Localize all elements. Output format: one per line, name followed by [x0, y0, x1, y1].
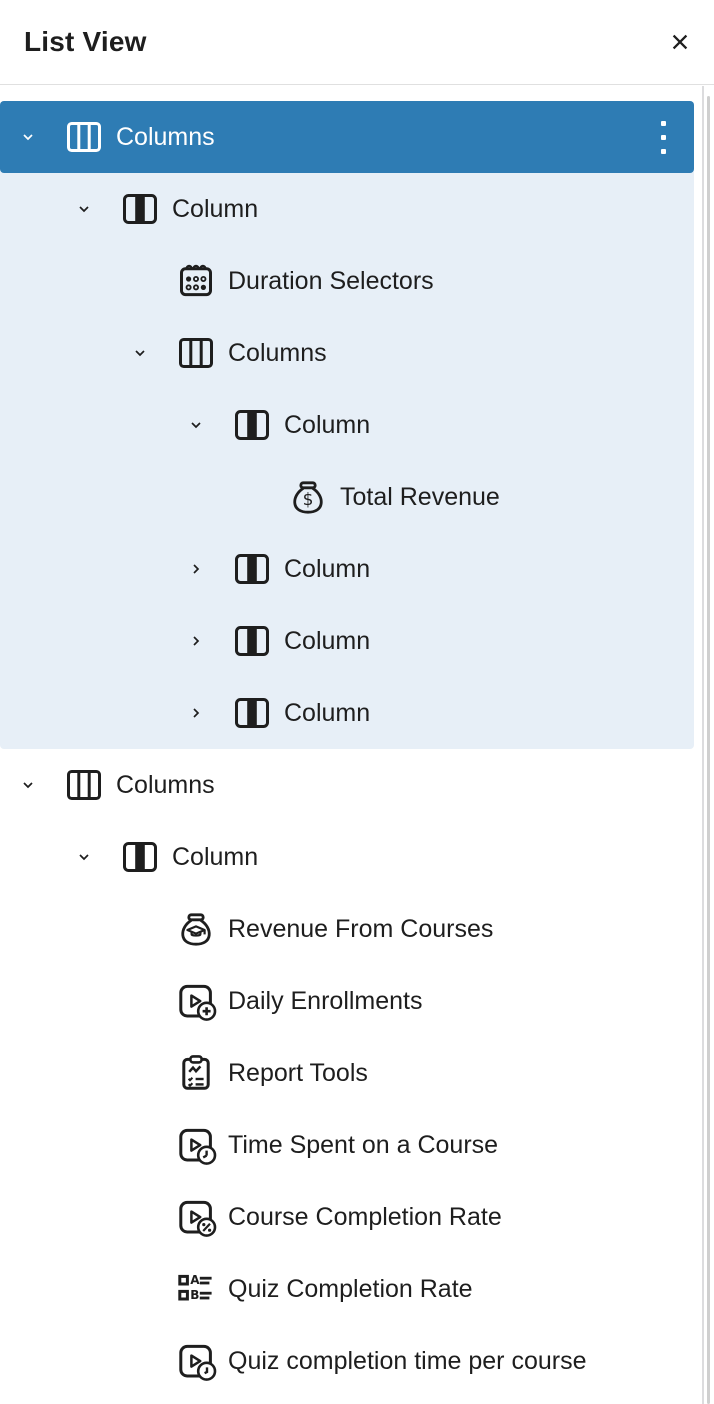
chevron-right-icon[interactable]: [184, 557, 208, 581]
indent-spacer: [128, 917, 152, 941]
column-icon: [116, 185, 164, 233]
block-label: Quiz completion time per course: [228, 1346, 587, 1375]
indent-spacer: [128, 1205, 152, 1229]
video-percent-icon: [172, 1193, 220, 1241]
video-clock-icon: [172, 1121, 220, 1169]
block-label: Total Revenue: [340, 482, 500, 511]
chevron-down-icon[interactable]: [72, 197, 96, 221]
indent-spacer: [128, 269, 152, 293]
list-view-row-duration-selectors[interactable]: Duration Selectors: [0, 245, 694, 317]
chevron-right-icon[interactable]: [184, 701, 208, 725]
list-view-row-columns[interactable]: Columns: [0, 749, 714, 821]
block-label: Column: [284, 554, 371, 583]
close-button[interactable]: [660, 22, 700, 62]
chevron-down-icon[interactable]: [72, 845, 96, 869]
column-icon: [228, 689, 276, 737]
indent-spacer: [240, 485, 264, 509]
list-view-row-daily-enrollments[interactable]: Daily Enrollments: [0, 965, 714, 1037]
chevron-down-icon[interactable]: [128, 341, 152, 365]
column-icon: [116, 833, 164, 881]
block-label: Column: [284, 626, 371, 655]
list-view-row-columns[interactable]: Columns: [0, 317, 694, 389]
block-label: Column: [172, 842, 259, 871]
column-icon: [228, 545, 276, 593]
indent-spacer: [128, 1349, 152, 1373]
chevron-down-icon[interactable]: [16, 125, 40, 149]
list-view-header: List View: [0, 0, 714, 85]
list-view-row-revenue-from-courses[interactable]: Revenue From Courses: [0, 893, 714, 965]
block-label: Columns: [116, 770, 215, 799]
block-label: Quiz Completion Rate: [228, 1274, 473, 1303]
list-view-row-column[interactable]: Column: [0, 677, 694, 749]
list-view-row-column[interactable]: Column: [0, 533, 694, 605]
block-label: Course Completion Rate: [228, 1202, 502, 1231]
chevron-down-icon[interactable]: [16, 773, 40, 797]
video-plus-icon: [172, 977, 220, 1025]
block-label: Report Tools: [228, 1058, 368, 1087]
clipboard-report-icon: [172, 1049, 220, 1097]
columns-icon: [172, 329, 220, 377]
indent-spacer: [128, 1061, 152, 1085]
list-view-row-total-revenue[interactable]: Total Revenue: [0, 461, 694, 533]
panel-right-border: [702, 86, 704, 1404]
close-icon: [672, 34, 688, 50]
indent-spacer: [128, 989, 152, 1013]
indent-spacer: [128, 1133, 152, 1157]
list-view-row-report-tools[interactable]: Report Tools: [0, 1037, 714, 1109]
indent-spacer: [128, 1277, 152, 1301]
money-bag-dollar-icon: [284, 473, 332, 521]
list-view-row-quiz-completion-rate[interactable]: Quiz Completion Rate: [0, 1253, 714, 1325]
list-view-row-column[interactable]: Column: [0, 389, 694, 461]
block-label: Column: [172, 194, 259, 223]
block-label: Daily Enrollments: [228, 986, 423, 1015]
list-view-row-time-spent-on-a-course[interactable]: Time Spent on a Course: [0, 1109, 714, 1181]
chevron-right-icon[interactable]: [184, 629, 208, 653]
list-view-row-quiz-completion-time-per-course[interactable]: Quiz completion time per course: [0, 1325, 714, 1397]
list-view-row-column[interactable]: Column: [0, 173, 694, 245]
block-label: Column: [284, 410, 371, 439]
list-view-row-column[interactable]: Column: [0, 821, 714, 893]
columns-icon: [60, 113, 108, 161]
root-rows: Columns Column Revenue From Courses Daily E…: [0, 749, 714, 1397]
list-view-row-columns[interactable]: Columns: [0, 101, 694, 173]
panel-title: List View: [24, 26, 147, 57]
video-time-icon: [172, 1337, 220, 1385]
list-view-row-course-completion-rate[interactable]: Course Completion Rate: [0, 1181, 714, 1253]
columns-icon: [60, 761, 108, 809]
calendar-dots-icon: [172, 257, 220, 305]
scrollbar-thumb[interactable]: [707, 96, 710, 1404]
column-icon: [228, 617, 276, 665]
chevron-down-icon[interactable]: [184, 413, 208, 437]
list-view-row-column[interactable]: Column: [0, 605, 694, 677]
block-label: Columns: [116, 122, 215, 151]
block-label: Time Spent on a Course: [228, 1130, 499, 1159]
block-label: Revenue From Courses: [228, 914, 494, 943]
block-label: Duration Selectors: [228, 266, 434, 295]
block-tree: Columns Column Duration Selectors Columns Co…: [0, 85, 714, 1397]
selected-subtree: Columns Column Duration Selectors Columns Co…: [0, 101, 694, 749]
ab-list-icon: [172, 1265, 220, 1313]
block-label: Columns: [228, 338, 327, 367]
options-menu-button[interactable]: [657, 117, 670, 158]
column-icon: [228, 401, 276, 449]
block-label: Column: [284, 698, 371, 727]
money-bag-graduation-icon: [172, 905, 220, 953]
